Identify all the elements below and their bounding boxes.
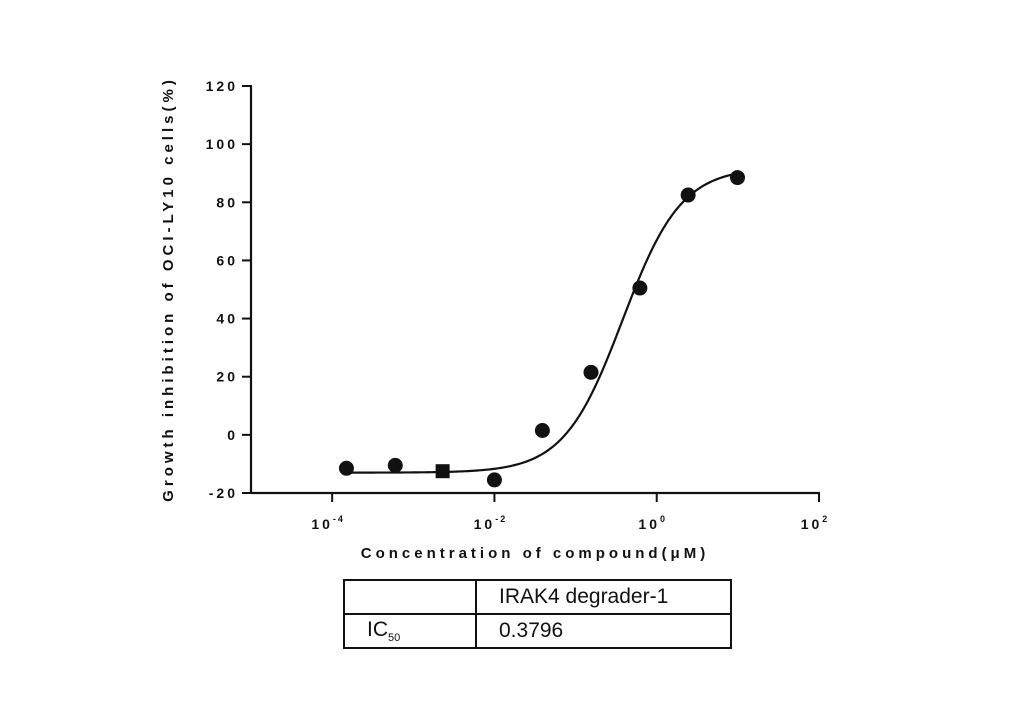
x-tick-label: 100 <box>638 514 667 532</box>
fit-curve <box>346 172 738 474</box>
x-tick-label: 102 <box>801 514 830 532</box>
data-points <box>338 170 746 488</box>
data-point <box>534 422 550 438</box>
ic-label-subscript: 50 <box>388 632 401 645</box>
table-header-row: IRAK4 degrader-1 <box>343 579 732 615</box>
data-point <box>486 472 502 488</box>
table-row-value: 0.3796 <box>475 613 732 649</box>
axes <box>249 85 820 495</box>
data-point-square <box>435 464 450 479</box>
dose-response-chart: 120 100 80 60 40 20 0 -20 10-4 10-2 100 102 Growth… <box>160 76 830 562</box>
y-axis-ticks: 120 100 80 60 40 20 0 -20 <box>206 78 251 501</box>
table-row-label: IC50 <box>343 613 477 649</box>
x-tick-label: 10-2 <box>474 514 508 532</box>
y-tick-label: 0 <box>227 427 238 443</box>
y-tick-label: 100 <box>206 136 238 152</box>
y-tick-label: 120 <box>206 78 238 94</box>
table-row: IC50 0.3796 <box>343 613 732 649</box>
data-point <box>730 170 746 186</box>
y-axis-title: Growth inhibition of OCI-LY10 cells(%) <box>160 76 177 502</box>
data-point <box>387 457 403 473</box>
table-header-compound: IRAK4 degrader-1 <box>475 579 732 615</box>
ic50-table: IRAK4 degrader-1 IC50 0.3796 <box>343 579 732 649</box>
x-tick-label: 10-4 <box>311 514 345 532</box>
x-axis-title: Concentration of compound(μM) <box>361 545 709 562</box>
y-tick-label: -20 <box>209 485 238 501</box>
ic-label: IC <box>367 617 388 641</box>
data-point <box>632 280 648 296</box>
data-point <box>338 460 354 476</box>
y-tick-label: 60 <box>216 252 238 268</box>
data-point <box>583 364 599 380</box>
y-tick-label: 20 <box>216 369 238 385</box>
y-tick-label: 80 <box>216 194 238 210</box>
x-axis-ticks: 10-4 10-2 100 102 <box>311 493 830 532</box>
table-header-empty <box>343 579 477 615</box>
y-tick-label: 40 <box>216 311 238 327</box>
data-point <box>680 187 696 203</box>
